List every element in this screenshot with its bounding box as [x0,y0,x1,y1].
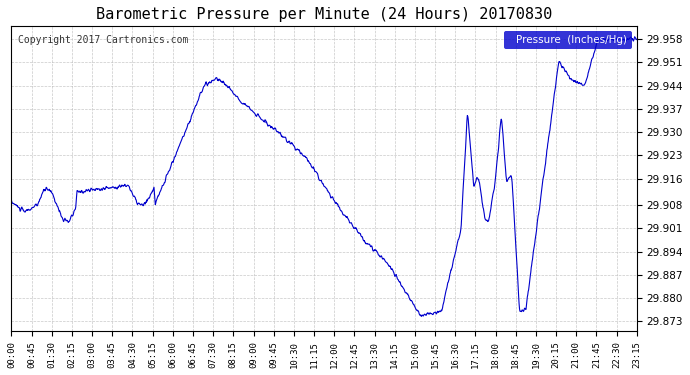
Title: Barometric Pressure per Minute (24 Hours) 20170830: Barometric Pressure per Minute (24 Hours… [96,7,552,22]
Pressure  (Inches/Hg) [146,192,155,196]
Pressure  (Inches/Hg) [422,313,430,318]
Pressure  (Inches/Hg) [631,34,639,39]
Line: Pressure  (Inches/Hg): Pressure (Inches/Hg) [12,37,637,316]
Pressure  (Inches/Hg) [8,198,16,202]
Pressure  (Inches/Hg) [559,65,567,69]
Pressure  (Inches/Hg) [417,314,426,319]
Pressure  (Inches/Hg) [633,37,641,41]
Legend: Pressure  (Inches/Hg): Pressure (Inches/Hg) [504,31,631,50]
Pressure  (Inches/Hg) [131,195,139,200]
Pressure  (Inches/Hg) [217,78,225,82]
Pressure  (Inches/Hg) [504,178,512,182]
Text: Copyright 2017 Cartronics.com: Copyright 2017 Cartronics.com [18,35,188,45]
